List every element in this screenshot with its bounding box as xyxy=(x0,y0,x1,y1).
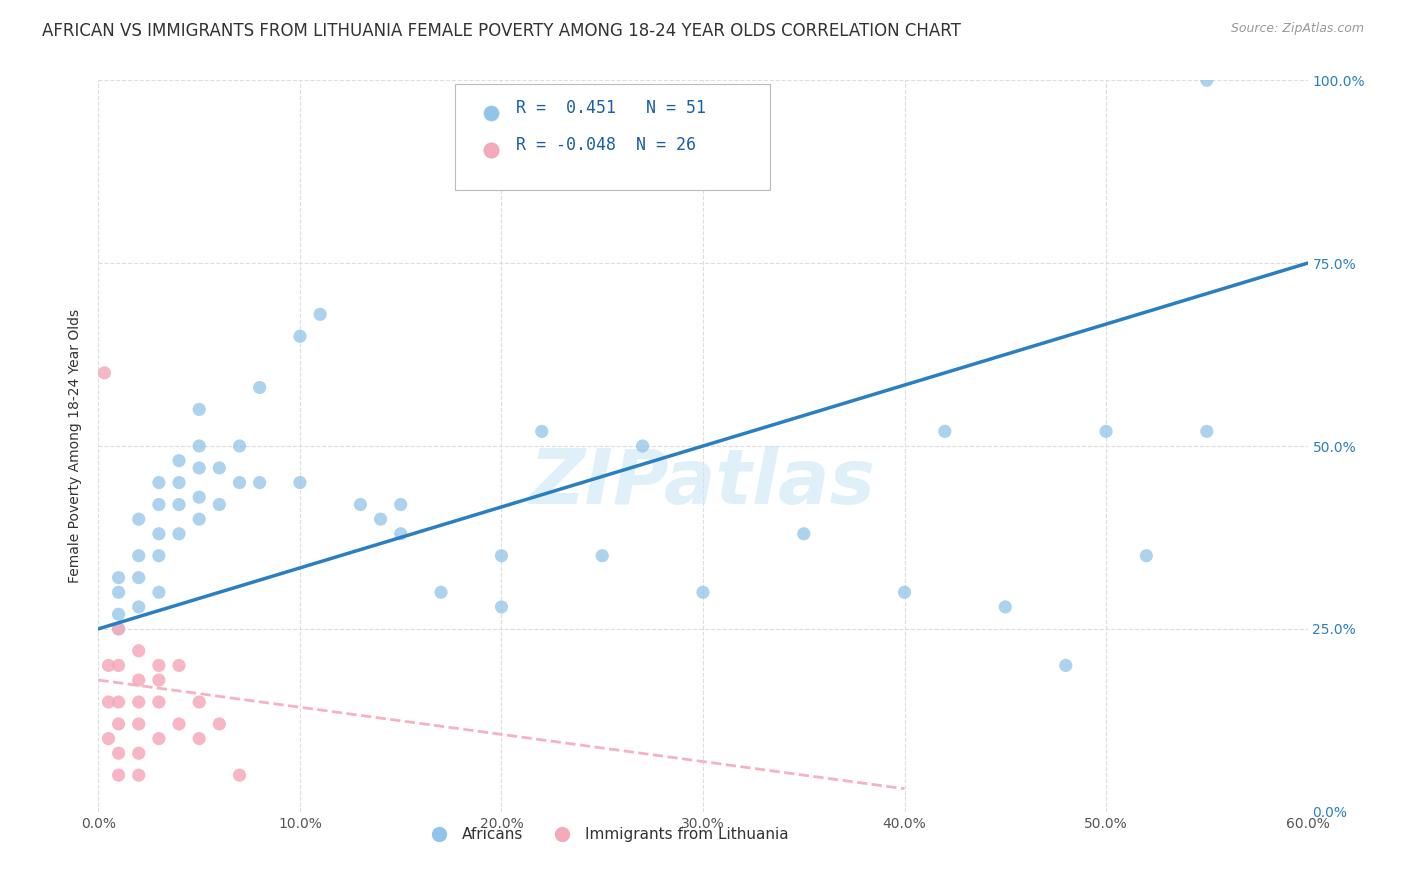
Point xyxy=(167,526,190,541)
Point xyxy=(228,439,250,453)
Point xyxy=(107,695,129,709)
Point xyxy=(188,402,211,417)
Point xyxy=(128,512,150,526)
Point xyxy=(591,549,613,563)
Point xyxy=(167,475,190,490)
Point xyxy=(228,768,250,782)
Point xyxy=(148,731,170,746)
Point xyxy=(188,490,211,504)
Point xyxy=(208,717,231,731)
Point xyxy=(491,599,513,614)
Point xyxy=(107,607,129,622)
Point xyxy=(288,475,311,490)
Point xyxy=(893,585,915,599)
Point xyxy=(188,731,211,746)
Point xyxy=(94,797,117,812)
Point xyxy=(93,366,115,380)
Point xyxy=(430,585,453,599)
Point xyxy=(1095,425,1118,439)
FancyBboxPatch shape xyxy=(456,84,769,190)
Point xyxy=(148,658,170,673)
Point xyxy=(208,461,231,475)
Point xyxy=(94,798,117,813)
Point xyxy=(107,768,129,782)
Point xyxy=(994,599,1017,614)
Point xyxy=(107,622,129,636)
Point xyxy=(148,695,170,709)
Point xyxy=(128,644,150,658)
Y-axis label: Female Poverty Among 18-24 Year Olds: Female Poverty Among 18-24 Year Olds xyxy=(69,309,83,583)
Point xyxy=(631,439,654,453)
Point xyxy=(128,673,150,687)
Text: Source: ZipAtlas.com: Source: ZipAtlas.com xyxy=(1230,22,1364,36)
Point xyxy=(370,512,392,526)
Point xyxy=(107,585,129,599)
Point xyxy=(128,768,150,782)
Point xyxy=(97,658,120,673)
Point xyxy=(249,475,271,490)
Point xyxy=(128,695,150,709)
Point xyxy=(793,526,815,541)
Text: ZIPatlas: ZIPatlas xyxy=(530,446,876,519)
Point xyxy=(148,585,170,599)
Point xyxy=(288,329,311,343)
Point xyxy=(249,380,271,394)
Point xyxy=(128,571,150,585)
Point xyxy=(167,658,190,673)
Point xyxy=(148,549,170,563)
Point xyxy=(1195,73,1218,87)
Point xyxy=(167,498,190,512)
Point xyxy=(188,461,211,475)
Point xyxy=(188,695,211,709)
Text: R = -0.048  N = 26: R = -0.048 N = 26 xyxy=(516,136,696,153)
Point xyxy=(934,425,956,439)
Point xyxy=(208,498,231,512)
Point xyxy=(389,498,412,512)
Point xyxy=(491,549,513,563)
Point xyxy=(148,673,170,687)
Point xyxy=(97,695,120,709)
Point xyxy=(107,622,129,636)
Text: AFRICAN VS IMMIGRANTS FROM LITHUANIA FEMALE POVERTY AMONG 18-24 YEAR OLDS CORREL: AFRICAN VS IMMIGRANTS FROM LITHUANIA FEM… xyxy=(42,22,962,40)
Point xyxy=(107,746,129,760)
Point xyxy=(97,731,120,746)
Point xyxy=(148,498,170,512)
Point xyxy=(349,498,371,512)
Point xyxy=(1135,549,1157,563)
Point xyxy=(1195,425,1218,439)
Point xyxy=(148,526,170,541)
Point xyxy=(107,571,129,585)
Legend: Africans, Immigrants from Lithuania: Africans, Immigrants from Lithuania xyxy=(418,821,794,848)
Text: R =  0.451   N = 51: R = 0.451 N = 51 xyxy=(516,99,706,117)
Point xyxy=(1054,658,1077,673)
Point xyxy=(107,658,129,673)
Point xyxy=(389,526,412,541)
Point xyxy=(188,512,211,526)
Point xyxy=(188,439,211,453)
Point xyxy=(692,585,714,599)
Point xyxy=(228,475,250,490)
Point xyxy=(128,599,150,614)
Point xyxy=(107,717,129,731)
Point xyxy=(309,307,332,321)
Point xyxy=(148,475,170,490)
Point xyxy=(167,453,190,467)
Point xyxy=(128,717,150,731)
Point xyxy=(128,746,150,760)
Point xyxy=(167,717,190,731)
Point xyxy=(530,425,553,439)
Point xyxy=(128,549,150,563)
